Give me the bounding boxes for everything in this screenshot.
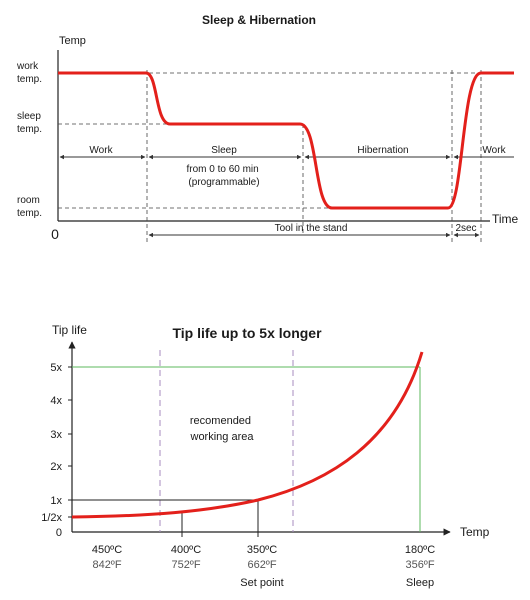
sleep-label: Sleep [406, 577, 434, 589]
x-tick-356f: 356ºF [405, 559, 434, 571]
y-tick-half: 1/2x [41, 512, 62, 524]
x-axis-label: Time [492, 212, 519, 226]
x-tick-752f: 752ºF [171, 559, 200, 571]
sleep-phase-label: Sleep [211, 145, 237, 156]
tip-life-curve [71, 351, 424, 519]
x-tick-180c: 180ºC [405, 544, 435, 556]
y-tick-2x: 2x [50, 461, 62, 473]
x-tick-350c: 350ºC [247, 544, 277, 556]
origin-label: 0 [51, 226, 59, 242]
work-phase-label: Work [89, 145, 113, 156]
y-tick-1x: 1x [50, 495, 62, 507]
room-temp-label: room temp. [17, 195, 43, 219]
work-phase-2-label: Work [482, 145, 506, 156]
tip-life-chart: Tip life up to 5x longer Tip life Temp 5… [41, 323, 490, 589]
y-axis-label: Tip life [52, 323, 87, 337]
chart-title: Tip life up to 5x longer [172, 325, 322, 341]
x-tick-662f: 662ºF [247, 559, 276, 571]
y-tick-5x: 5x [50, 362, 62, 374]
hibernation-phase-label: Hibernation [357, 145, 408, 156]
work-temp-label: work temp. [16, 61, 42, 85]
x-tick-400c: 400ºC [171, 544, 201, 556]
y-tick-0: 0 [56, 527, 62, 539]
y-axis-label: Temp [59, 35, 86, 47]
y-tick-4x: 4x [50, 395, 62, 407]
x-axis-label: Temp [460, 525, 490, 539]
recovery-time-label: 2sec [455, 223, 476, 234]
x-tick-842f: 842ºF [92, 559, 121, 571]
sleep-temp-label: sleep temp. [17, 111, 44, 135]
tool-in-stand-label: Tool in the stand [275, 223, 348, 234]
diagram-title: Sleep & Hibernation [202, 13, 316, 27]
working-area-label: recomended working area [190, 415, 255, 443]
sleep-phase-note: from 0 to 60 min (programmable) [186, 164, 261, 188]
y-tick-3x: 3x [50, 429, 62, 441]
x-tick-450c: 450ºC [92, 544, 122, 556]
sleep-hibernation-diagram: Sleep & Hibernation Temp Time 0 work tem… [16, 13, 519, 245]
set-point-label: Set point [240, 577, 283, 589]
temperature-curve [58, 71, 514, 210]
y-ticks: 5x 4x 3x 2x 1x 1/2x 0 [41, 362, 72, 539]
